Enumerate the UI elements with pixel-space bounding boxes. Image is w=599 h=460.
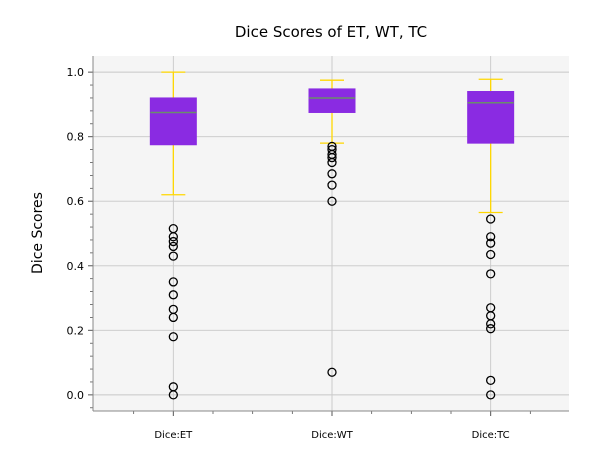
y-tick-label: 0.8	[67, 131, 85, 144]
outlier-point	[168, 332, 178, 342]
box-iqr	[149, 97, 197, 146]
outlier-point	[486, 375, 496, 385]
outlier-point	[486, 238, 496, 248]
box-iqr	[308, 88, 356, 113]
outlier-point	[486, 249, 496, 260]
outlier-point	[168, 236, 178, 247]
outlier-point	[486, 269, 496, 279]
axes	[88, 56, 569, 416]
outlier-point	[486, 232, 496, 242]
box-group	[467, 78, 515, 400]
y-tick-label: 0.2	[67, 324, 85, 337]
outlier-point	[486, 214, 496, 224]
box-iqr	[467, 91, 515, 144]
y-tick-label: 0.4	[67, 260, 85, 273]
box-group	[149, 71, 197, 400]
outlier-point	[327, 169, 337, 179]
tick-labels: 0.0 0.2 0.4 0.6 0.8 1.0 Dice:ET Dice:WT Dice:TC	[67, 66, 510, 441]
x-tick-label: Dice:WT	[311, 430, 353, 441]
outlier-point	[168, 241, 178, 252]
outlier-point	[327, 157, 337, 168]
x-tick-label: Dice:ET	[154, 430, 193, 441]
outlier-point	[168, 290, 178, 300]
outlier-point	[168, 390, 178, 400]
chart-title: Dice Scores of ET, WT, TC	[235, 23, 427, 41]
outlier-point	[168, 312, 178, 323]
outlier-point	[168, 251, 178, 261]
outlier-point	[327, 367, 337, 377]
outlier-point	[486, 324, 496, 334]
outlier-point	[168, 277, 178, 287]
x-tick-label: Dice:TC	[472, 430, 510, 441]
outlier-point	[486, 390, 496, 400]
outlier-point	[168, 232, 178, 242]
outlier-point	[486, 319, 496, 329]
box-group	[308, 79, 356, 377]
y-tick-label: 1.0	[67, 66, 85, 79]
box-series	[149, 71, 515, 400]
y-axis-label: Dice Scores	[30, 192, 46, 274]
y-tick-label: 0.0	[67, 389, 85, 402]
y-tick-label: 0.6	[67, 195, 85, 208]
outlier-point	[327, 196, 337, 206]
outlier-point	[327, 180, 337, 190]
outlier-point	[327, 153, 337, 163]
